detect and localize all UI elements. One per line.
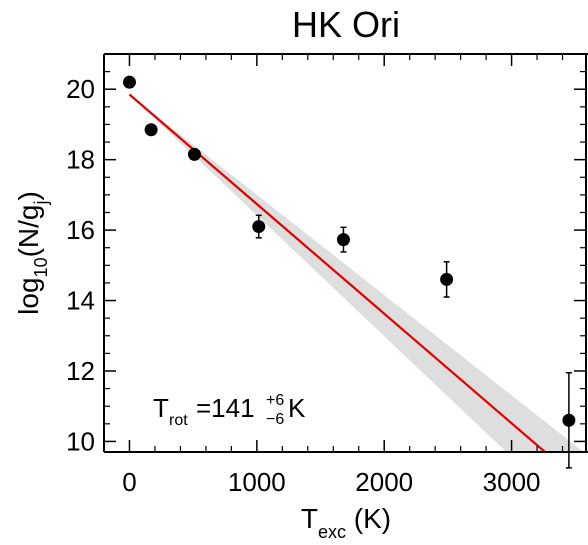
- annotation-err-plus: +6: [266, 392, 284, 409]
- y-tick-label: 12: [66, 356, 95, 386]
- x-tick-label: 3000: [483, 467, 541, 497]
- uncertainty-fan: [129, 94, 584, 452]
- data-point: [252, 220, 266, 234]
- data-point: [122, 75, 136, 89]
- y-tick-label: 14: [66, 286, 95, 316]
- y-ticks: 10 12 14 16 18 20: [66, 71, 586, 456]
- trot-annotation: T rot =141 +6 −6 K: [153, 392, 306, 429]
- y-tick-label: 16: [66, 215, 95, 245]
- x-ticks: 0 1000 2000 3000: [122, 54, 564, 497]
- data-point: [336, 233, 350, 247]
- annotation-unit: K: [288, 393, 306, 423]
- y-tick-label: 10: [66, 426, 95, 456]
- y-axis-label: log10(N/gj): [13, 191, 51, 315]
- x-axis-label: Texc (K): [301, 503, 391, 542]
- x-tick-label: 1000: [228, 467, 286, 497]
- chart-title: HK Ori: [292, 4, 400, 45]
- x-tick-label: 2000: [355, 467, 413, 497]
- annotation-t: T: [153, 393, 169, 423]
- data-point: [144, 123, 158, 137]
- data-point: [440, 272, 454, 286]
- data-points: [122, 75, 576, 469]
- fit-line: [128, 93, 547, 452]
- y-tick-label: 20: [66, 74, 95, 104]
- data-point: [187, 147, 201, 161]
- annotation-sub: rot: [169, 412, 188, 429]
- annotation-err-minus: −6: [266, 411, 284, 428]
- uncertainty-band: [129, 94, 584, 452]
- data-point: [562, 413, 576, 427]
- y-tick-label: 18: [66, 145, 95, 175]
- x-tick-label: 0: [122, 467, 136, 497]
- annotation-value: =141: [196, 393, 255, 423]
